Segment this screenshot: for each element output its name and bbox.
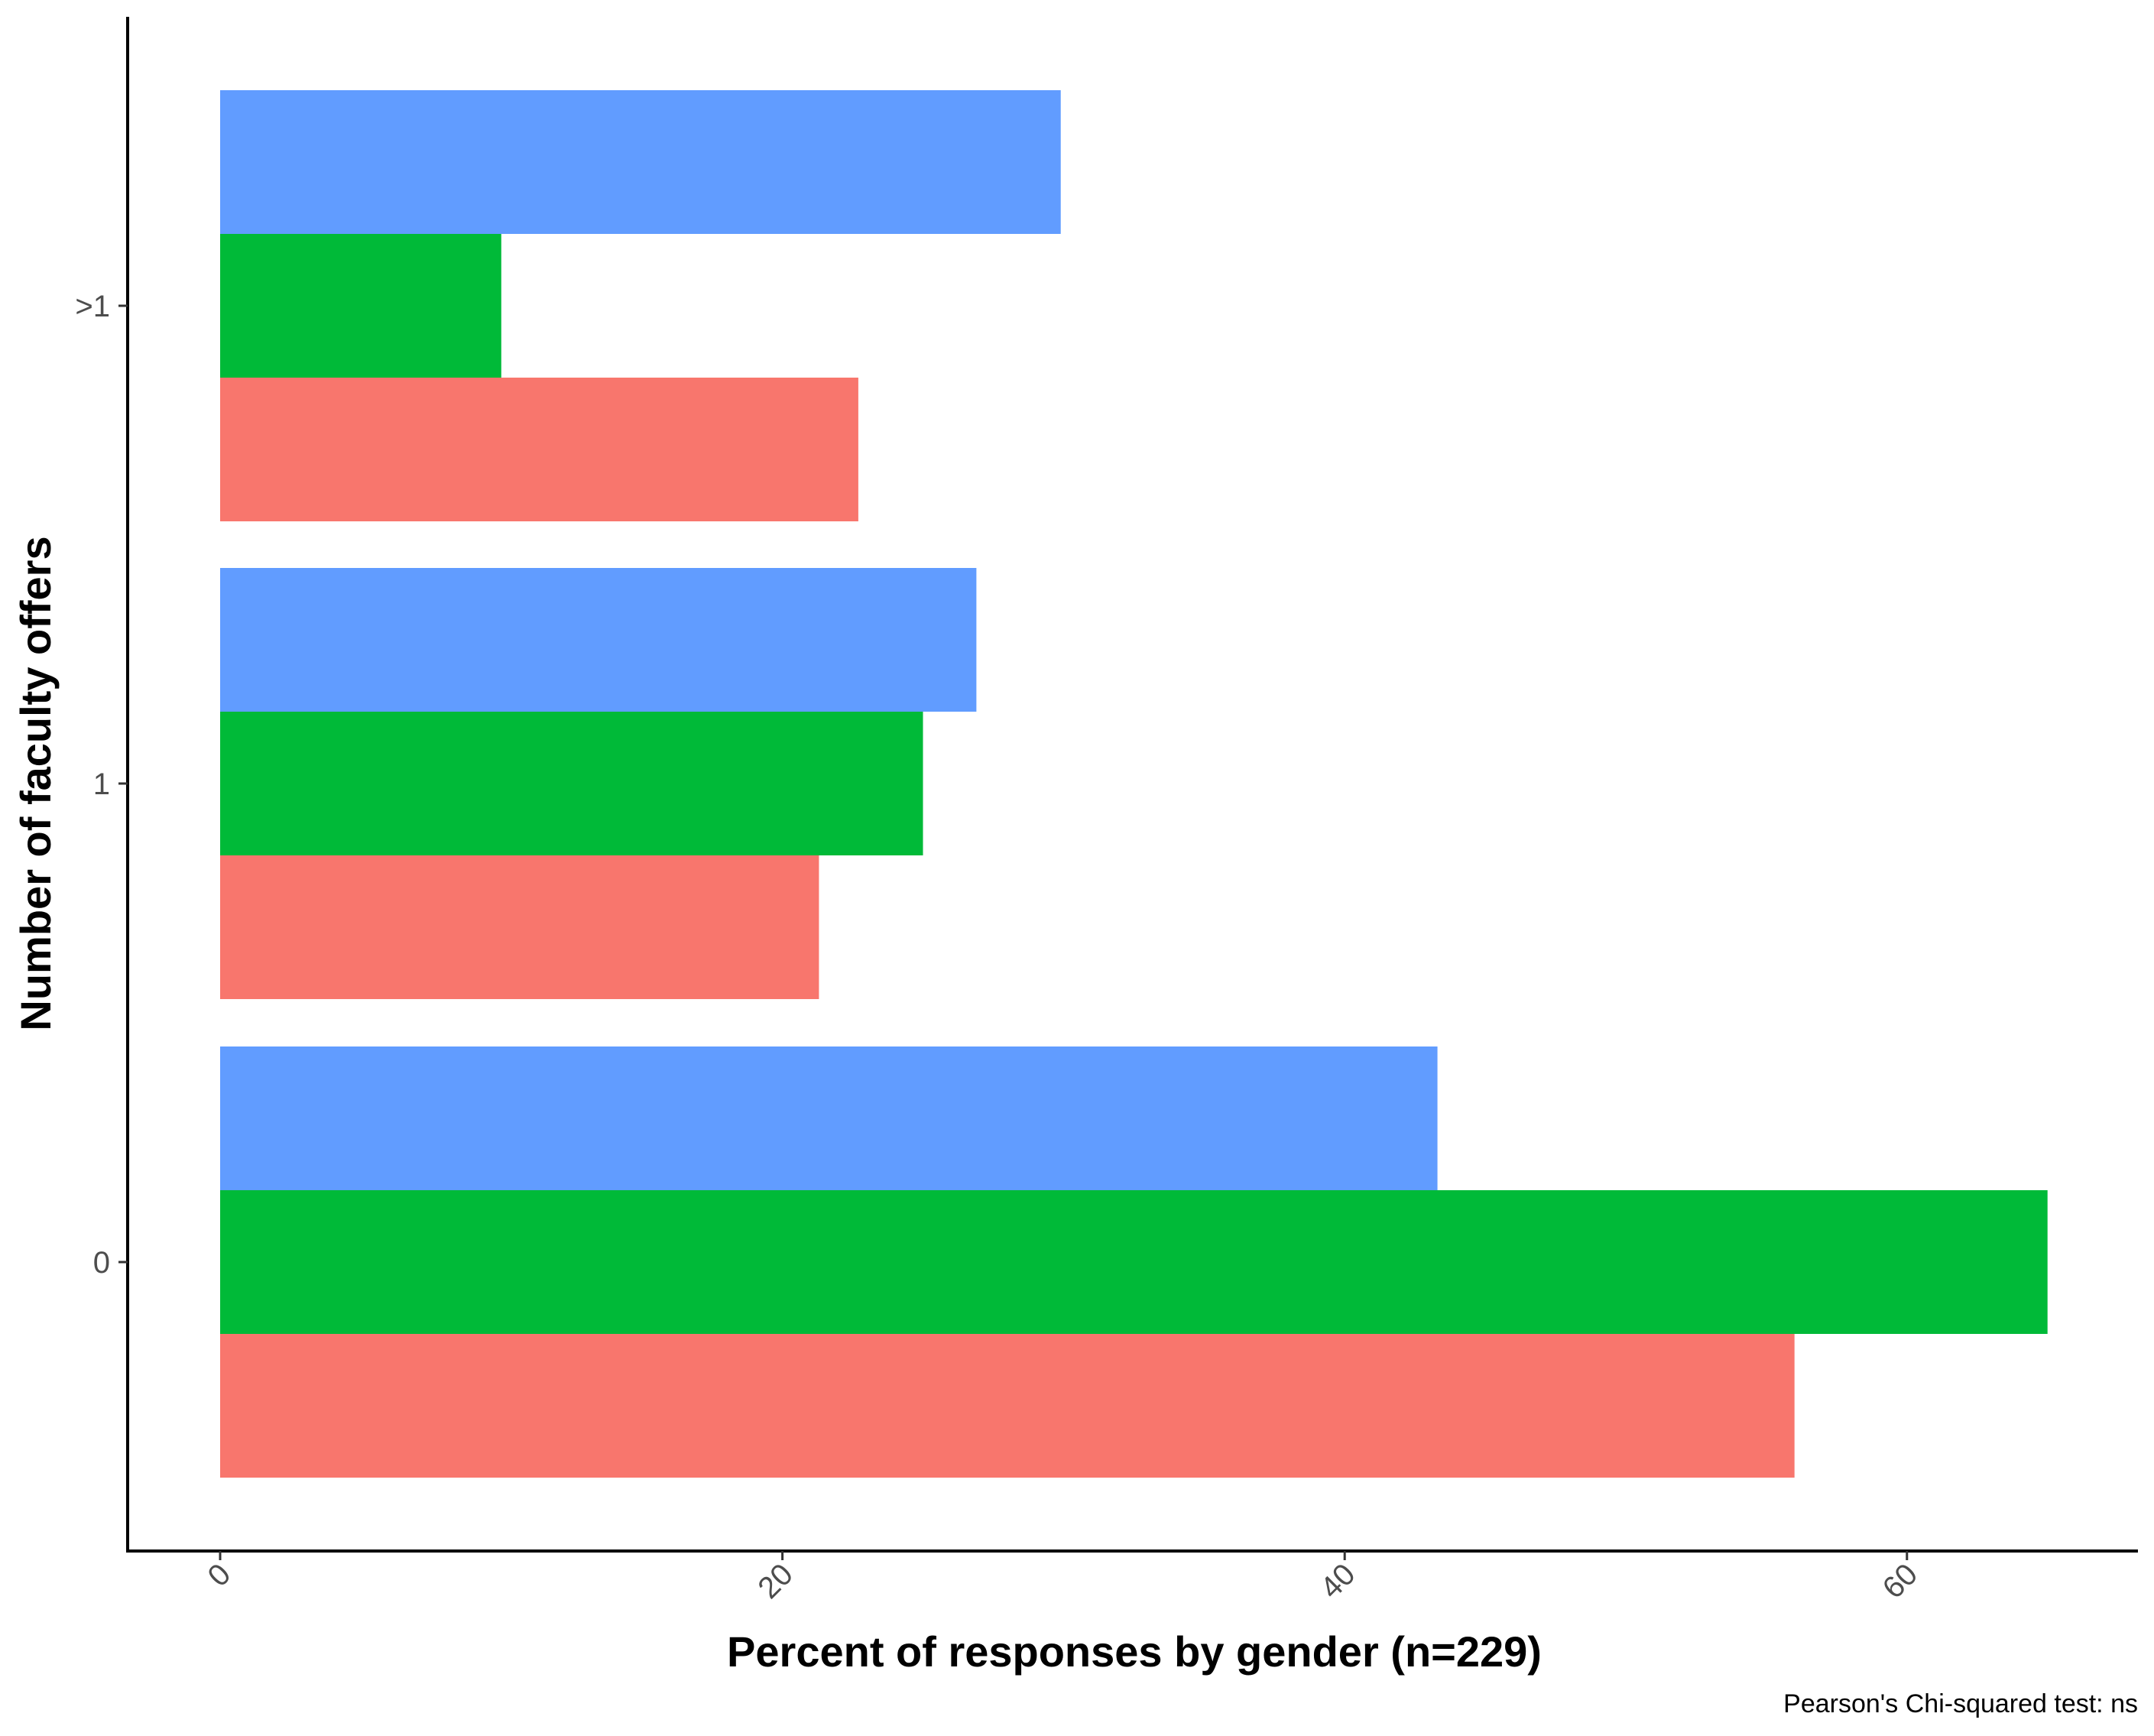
bar-cat0-series0 bbox=[220, 1334, 1795, 1478]
x-tick-label: 60 bbox=[1877, 1557, 1925, 1605]
y-tick-label: 0 bbox=[93, 1246, 110, 1280]
bar-cat2-series0 bbox=[220, 378, 858, 521]
x-tick-label: 0 bbox=[202, 1557, 238, 1593]
y-ticks-group: 0 1 >1 bbox=[75, 290, 128, 1280]
bar-cat1-series2 bbox=[220, 568, 977, 712]
bar-cat2-series2 bbox=[220, 90, 1061, 234]
y-axis-title: Number of faculty offers bbox=[11, 536, 60, 1030]
y-tick-label: 1 bbox=[93, 767, 110, 801]
bars-group bbox=[220, 90, 2048, 1478]
bar-cat0-series2 bbox=[220, 1046, 1438, 1190]
x-axis-title: Percent of responses by gender (n=229) bbox=[727, 1627, 1542, 1676]
bar-cat1-series1 bbox=[220, 712, 923, 855]
x-ticks-group: 0 20 40 60 bbox=[202, 1551, 1925, 1605]
bar-cat0-series1 bbox=[220, 1190, 2048, 1334]
bar-cat2-series1 bbox=[220, 234, 501, 378]
chart-caption: Pearson's Chi-squared test: ns bbox=[1783, 1689, 2138, 1718]
x-tick-label: 20 bbox=[751, 1557, 800, 1605]
bar-cat1-series0 bbox=[220, 855, 819, 999]
x-tick-label: 40 bbox=[1314, 1557, 1362, 1605]
y-tick-label: >1 bbox=[75, 290, 110, 323]
